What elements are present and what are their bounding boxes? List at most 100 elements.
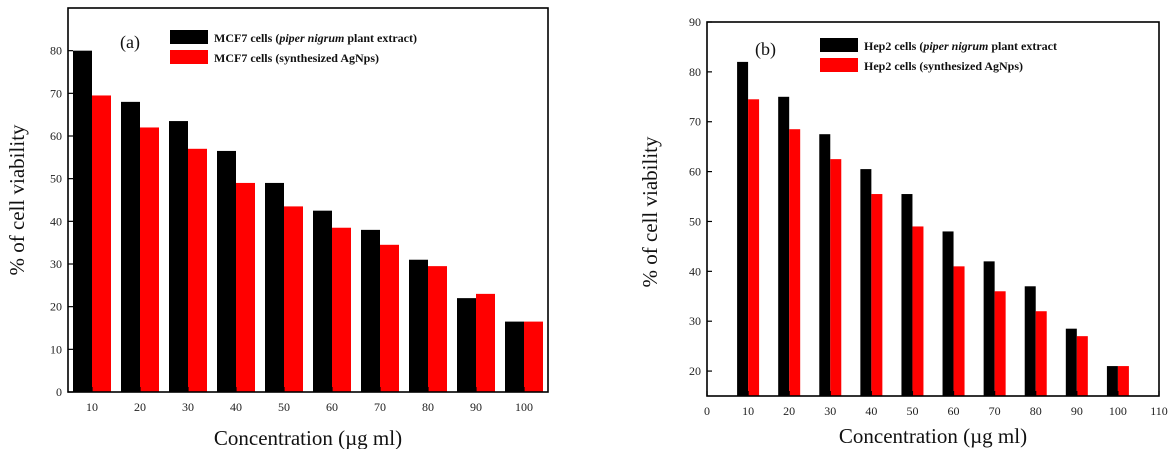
bar-extract xyxy=(73,50,92,393)
x-tick-label: 70 xyxy=(989,404,1001,418)
y-tick-label: 0 xyxy=(56,385,62,399)
bar-extract xyxy=(778,96,790,397)
bar-agnps xyxy=(1076,336,1088,396)
x-tick-label: 100 xyxy=(1109,404,1127,418)
y-tick-label: 20 xyxy=(50,300,62,314)
y-axis-title: % of cell viability xyxy=(5,124,29,276)
x-tick-label: 80 xyxy=(422,400,434,414)
y-tick-label: 50 xyxy=(689,214,701,228)
x-tick-label: 30 xyxy=(182,400,194,414)
x-tick-label: 40 xyxy=(865,404,877,418)
y-tick-label: 10 xyxy=(50,342,62,356)
panel-label: (a) xyxy=(120,32,140,53)
bar-agnps xyxy=(140,127,159,392)
plot-frame xyxy=(706,21,1160,397)
x-tick-label: 90 xyxy=(1071,404,1083,418)
bar-agnps xyxy=(476,293,495,392)
x-tick-label: 80 xyxy=(1030,404,1042,418)
bar-extract xyxy=(265,182,284,392)
bar-extract xyxy=(1106,366,1118,396)
panel-label: (b) xyxy=(755,39,776,60)
y-tick-label: 30 xyxy=(50,257,62,271)
legend-swatch xyxy=(820,38,858,52)
legend-swatch xyxy=(820,58,858,72)
bar-extract xyxy=(217,150,236,392)
bar-extract xyxy=(457,298,476,392)
x-axis-title: Concentration (µg ml) xyxy=(214,426,402,449)
bar-agnps xyxy=(789,129,801,397)
bar-agnps xyxy=(871,194,883,396)
bar-agnps xyxy=(1035,311,1047,396)
x-tick-label: 60 xyxy=(326,400,338,414)
bar-agnps xyxy=(830,159,842,396)
bar-extract xyxy=(121,101,140,392)
bar-extract xyxy=(983,261,995,396)
legend: Hep2 cells (piper nigrum plant extract He… xyxy=(820,38,1057,73)
x-tick-label: 60 xyxy=(948,404,960,418)
legend-label: Hep2 cells (synthesized AgNps) xyxy=(864,59,1023,73)
legend-swatch xyxy=(170,50,208,64)
y-tick-label: 80 xyxy=(689,65,701,79)
legend-label: Hep2 cells (piper nigrum plant extract xyxy=(864,39,1057,53)
bar-agnps xyxy=(1117,366,1129,396)
legend-label: MCF7 cells (synthesized AgNps) xyxy=(214,51,379,65)
bar-agnps xyxy=(332,227,351,392)
bar-extract xyxy=(737,61,749,396)
x-tick-label: 90 xyxy=(470,400,482,414)
plot-frame xyxy=(67,7,549,393)
x-tick-label: 50 xyxy=(906,404,918,418)
x-tick-label: 40 xyxy=(230,400,242,414)
bar-agnps xyxy=(994,291,1006,396)
y-tick-label: 40 xyxy=(689,264,701,278)
bar-extract xyxy=(169,121,188,393)
x-tick-label: 50 xyxy=(278,400,290,414)
y-tick-label: 70 xyxy=(50,86,62,100)
bar-extract xyxy=(1024,286,1036,396)
bar-extract xyxy=(505,321,524,392)
bar-agnps xyxy=(524,321,543,392)
bar-extract xyxy=(313,210,332,392)
x-tick-label: 10 xyxy=(742,404,754,418)
y-tick-label: 60 xyxy=(689,165,701,179)
x-tick-label: 100 xyxy=(515,400,533,414)
bar-agnps xyxy=(912,226,924,396)
chart-b: 20 30 40 50 60 70 80 90 0 10 20 30 40 50 60 70 80 90 100 11… xyxy=(638,15,1168,448)
y-tick-label: 60 xyxy=(50,129,62,143)
y-axis-title: % of cell viability xyxy=(638,136,662,288)
bar-agnps xyxy=(92,95,111,392)
y-tick-label: 20 xyxy=(689,364,701,378)
x-tick-label: 10 xyxy=(86,400,98,414)
bar-agnps xyxy=(428,266,447,392)
y-tick-label: 90 xyxy=(689,15,701,29)
y-tick-label: 70 xyxy=(689,115,701,129)
bar-agnps xyxy=(380,244,399,392)
bar-extract xyxy=(860,169,872,396)
y-tick-label: 50 xyxy=(50,172,62,186)
y-tick-label: 30 xyxy=(689,314,701,328)
x-tick-label: 110 xyxy=(1150,404,1168,418)
x-tick-label: 0 xyxy=(704,404,710,418)
legend-label: MCF7 cells (piper nigrum plant extract) xyxy=(214,31,417,45)
y-tick-label: 40 xyxy=(50,214,62,228)
y-tick-label: 80 xyxy=(50,44,62,58)
legend-swatch xyxy=(170,30,208,44)
bar-agnps xyxy=(748,99,760,396)
bar-extract xyxy=(1065,328,1077,396)
x-axis-title: Concentration (µg ml) xyxy=(839,424,1027,448)
x-tick-label: 20 xyxy=(783,404,795,418)
x-tick-label: 70 xyxy=(374,400,386,414)
bar-extract xyxy=(361,229,380,392)
bar-extract xyxy=(901,194,913,396)
bar-agnps xyxy=(284,206,303,392)
x-tick-label: 30 xyxy=(824,404,836,418)
bar-extract xyxy=(942,231,954,396)
chart-a: 0 10 20 30 40 50 60 70 80 10 20 30 40 50 60 70 80 90 100 Co… xyxy=(5,7,549,449)
bar-agnps xyxy=(236,182,255,392)
bar-extract xyxy=(409,259,428,392)
legend: MCF7 cells (piper nigrum plant extract) M… xyxy=(170,30,417,65)
bar-agnps xyxy=(188,148,207,392)
bar-agnps xyxy=(953,266,965,396)
bar-extract xyxy=(819,134,831,396)
x-tick-label: 20 xyxy=(134,400,146,414)
